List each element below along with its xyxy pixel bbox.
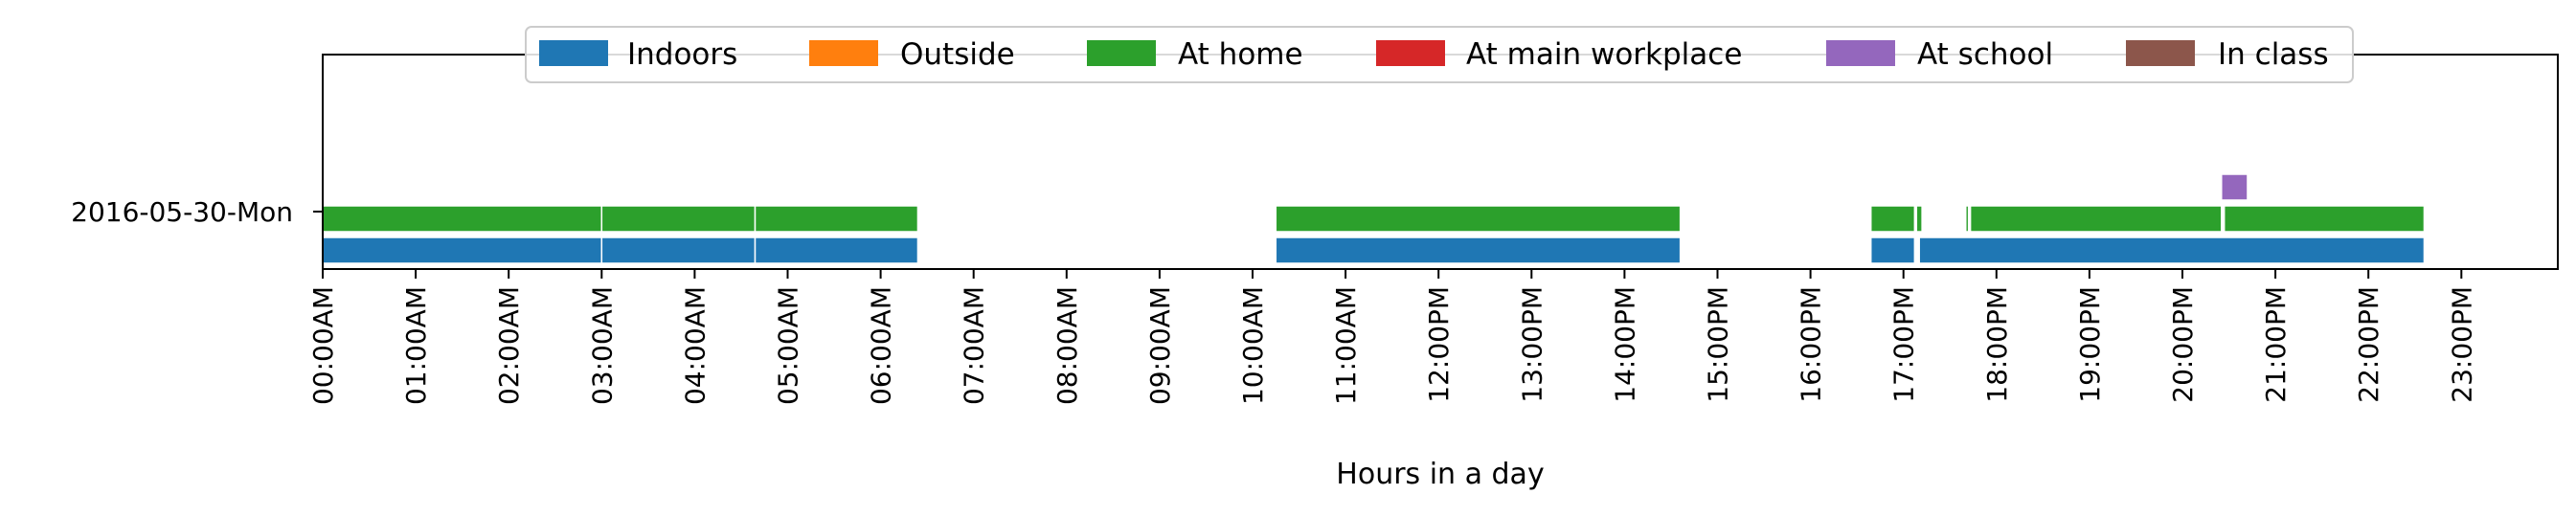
y-axis-ticks: 2016-05-30-Mon (71, 196, 323, 228)
legend-swatch (809, 40, 878, 66)
bar-at-home (1915, 205, 1923, 233)
x-tick-label: 13:00PM (1516, 286, 1548, 403)
bar-at-home (600, 205, 757, 233)
legend-label: Indoors (627, 37, 737, 72)
x-tick-label: 03:00AM (586, 286, 618, 405)
x-tick-label: 20:00PM (2167, 286, 2199, 403)
bar-indoors (1918, 236, 2426, 264)
x-tick-label: 00:00AM (307, 286, 339, 405)
legend-swatch (2126, 40, 2195, 66)
bar-at-home (1969, 205, 2223, 233)
bar-at-home (322, 205, 603, 233)
bar-indoors (322, 236, 603, 264)
y-tick-label: 2016-05-30-Mon (71, 196, 293, 228)
bar-indoors (1869, 236, 1916, 264)
bar-indoors (754, 236, 919, 264)
legend-label: At home (1178, 37, 1303, 72)
bar-at-home (754, 205, 919, 233)
legend-swatch (1826, 40, 1895, 66)
x-tick-label: 12:00PM (1423, 286, 1455, 403)
x-tick-label: 06:00AM (866, 286, 897, 405)
legend-label: In class (2218, 37, 2329, 72)
x-tick-label: 15:00PM (1703, 286, 1734, 403)
legend-swatch (539, 40, 608, 66)
x-tick-label: 05:00AM (773, 286, 804, 405)
x-tick-label: 01:00AM (400, 286, 432, 405)
x-axis-title: Hours in a day (1336, 458, 1544, 491)
legend-swatch (1087, 40, 1156, 66)
x-tick-label: 19:00PM (2074, 286, 2106, 403)
legend-label: At school (1917, 37, 2053, 72)
x-axis-ticks: 00:00AM 01:00AM 02:00AM 03:00AM 04:00AM 05:00… (307, 269, 2477, 405)
x-tick-label: 11:00AM (1330, 286, 1362, 405)
bar-at-home (2223, 205, 2426, 233)
x-tick-label: 18:00PM (1981, 286, 2013, 403)
bar-indoors (1275, 236, 1682, 264)
legend-label: At main workplace (1466, 37, 1742, 72)
bar-at-home (1965, 205, 1970, 233)
x-tick-label: 17:00PM (1888, 286, 1920, 403)
legend-label: Outside (900, 37, 1015, 72)
x-tick-label: 07:00AM (959, 286, 990, 405)
x-tick-label: 23:00PM (2446, 286, 2477, 403)
x-tick-label: 14:00PM (1609, 286, 1640, 403)
activity-bars (322, 173, 2426, 264)
bar-indoors (600, 236, 757, 264)
x-tick-label: 22:00PM (2353, 286, 2384, 403)
x-tick-label: 02:00AM (493, 286, 525, 405)
x-tick-label: 16:00PM (1796, 286, 1827, 403)
x-tick-label: 09:00AM (1144, 286, 1176, 405)
x-tick-label: 21:00PM (2260, 286, 2292, 403)
x-tick-label: 10:00AM (1237, 286, 1269, 405)
x-tick-label: 04:00AM (679, 286, 711, 405)
bar-at-home (1275, 205, 1682, 233)
x-tick-label: 08:00AM (1051, 286, 1083, 405)
bar-at-home (1869, 205, 1916, 233)
bar-at-school (2221, 173, 2248, 201)
legend-swatch (1376, 40, 1445, 66)
legend: Indoors Outside At home At main workplace At… (525, 26, 2354, 83)
